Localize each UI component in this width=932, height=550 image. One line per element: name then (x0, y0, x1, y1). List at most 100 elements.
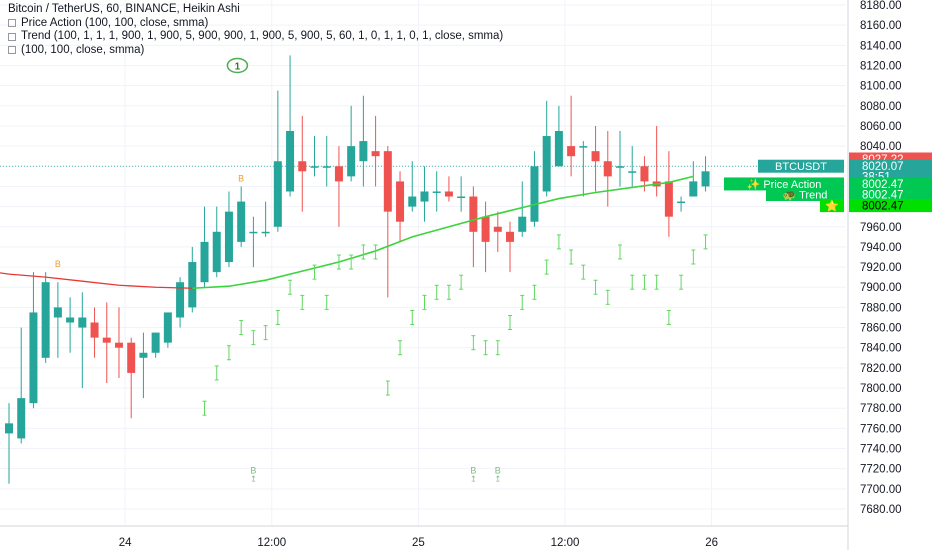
price-tick-label: 7740.00 (860, 444, 902, 456)
candle-body (628, 171, 637, 173)
price-tick-label: 8140.00 (860, 40, 902, 52)
price-tick-label: 7880.00 (860, 302, 902, 314)
legend-line-2: Trend (100, 1, 1, 1, 900, 1, 900, 5, 900… (21, 30, 504, 42)
candle-body (579, 146, 588, 148)
candle-body (41, 282, 50, 358)
candle-body (677, 201, 686, 204)
candle-body (444, 191, 453, 197)
price-axis-label: 8002.47 (862, 179, 904, 191)
candle-body (151, 332, 160, 353)
candle-body (664, 181, 673, 217)
price-tick-label: 7680.00 (860, 504, 902, 516)
signal-marker-arrow: ↥ (470, 475, 477, 484)
time-tick-label: 26 (705, 537, 718, 549)
signal-marker-arrow: ↥ (250, 475, 257, 484)
candle-body (383, 151, 392, 212)
candle-body (322, 166, 331, 168)
candle-body (530, 166, 539, 222)
legend-title-row: Bitcoin / TetherUS, 60, BINANCE, Heikin … (8, 3, 503, 17)
candle-body (188, 262, 197, 308)
price-tag-label: 🐢 Trend (783, 190, 828, 202)
candle-body (701, 171, 710, 187)
price-axis-label-bg (849, 199, 932, 213)
candle-body (200, 241, 209, 283)
candle-body (554, 131, 563, 167)
candle-body (53, 307, 62, 318)
candle-body (493, 226, 502, 232)
candle-body (176, 282, 185, 318)
price-tick-label: 7860.00 (860, 323, 902, 335)
candle-body (432, 191, 441, 193)
candle-body (102, 337, 111, 343)
candle-body (273, 161, 282, 227)
price-tick-label: 7960.00 (860, 222, 902, 234)
legend-indicator-trend[interactable]: Trend (100, 1, 1, 1, 900, 1, 900, 5, 900… (8, 30, 503, 44)
wave-circle-label: 1 (235, 61, 241, 72)
price-tag-label: ✨ Price Action (747, 178, 822, 191)
candle-body (371, 151, 380, 157)
price-tag-bg (758, 159, 844, 173)
candle-body (127, 342, 136, 373)
candle-body (396, 181, 405, 222)
candle-body (5, 423, 13, 434)
candle-body (591, 151, 600, 162)
candle-body (114, 342, 123, 348)
legend-line-1: Price Action (100, 100, close, smma) (21, 16, 209, 29)
legend-indicator-price-action[interactable]: Price Action (100, 100, close, smma) (8, 17, 503, 31)
collapse-box-icon[interactable] (8, 46, 16, 55)
ma-line-red (0, 272, 193, 289)
candle-body (163, 312, 172, 343)
candle-body (17, 398, 26, 439)
price-tick-label: 8080.00 (860, 101, 902, 113)
candle-body (420, 191, 429, 202)
candle-body (542, 136, 551, 192)
price-tick-label: 7840.00 (860, 343, 902, 355)
candle-body (359, 141, 368, 162)
wave-circle-marker (226, 57, 249, 74)
time-tick-label: 12:00 (551, 537, 580, 549)
chart-legend: Bitcoin / TetherUS, 60, BINANCE, Heikin … (8, 3, 503, 57)
candle-body (616, 166, 624, 168)
price-tick-label: 7760.00 (860, 423, 902, 435)
price-axis-label-bg (849, 188, 932, 202)
price-tick-label: 8120.00 (860, 60, 902, 72)
price-tag-bg (820, 199, 844, 213)
candle-body (689, 181, 698, 197)
price-tick-label: 7780.00 (860, 403, 902, 415)
candle-body (518, 216, 527, 232)
price-tick-label: 7900.00 (860, 282, 902, 294)
time-tick-label: 12:00 (257, 537, 286, 549)
candle-body (261, 231, 270, 234)
legend-indicator-3[interactable]: (100, 100, close, smma) (8, 44, 503, 58)
collapse-box-icon[interactable] (8, 19, 16, 28)
candle-body (139, 352, 148, 358)
signal-marker-label: B (238, 173, 244, 183)
candle-body (481, 216, 490, 242)
candle-body (286, 131, 295, 192)
candle-body (90, 322, 99, 338)
signal-marker-label: B (55, 259, 61, 269)
ma-line-green (192, 175, 694, 290)
candle-body (212, 231, 221, 273)
price-tick-label: 8100.00 (860, 81, 902, 93)
candle-body (408, 196, 417, 207)
legend-title: Bitcoin / TetherUS, 60, BINANCE, Heikin … (8, 3, 240, 15)
candle-body (469, 196, 478, 232)
collapse-box-icon[interactable] (8, 32, 16, 41)
candle-body (603, 161, 612, 177)
signal-marker-arrow: ↥ (494, 475, 501, 484)
price-axis-label-bg (849, 177, 932, 191)
candle-body (224, 211, 233, 263)
signal-marker-label: B (495, 466, 501, 476)
candle-body (334, 166, 343, 182)
candle-body (640, 166, 649, 182)
candle-body (506, 231, 515, 242)
candle-body (310, 166, 319, 168)
price-axis-label: 8002.47 (862, 190, 904, 202)
candle-body (567, 146, 576, 157)
signal-marker-label: B (470, 466, 476, 476)
price-tick-label: 7700.00 (860, 484, 902, 496)
candle-body (78, 317, 87, 328)
